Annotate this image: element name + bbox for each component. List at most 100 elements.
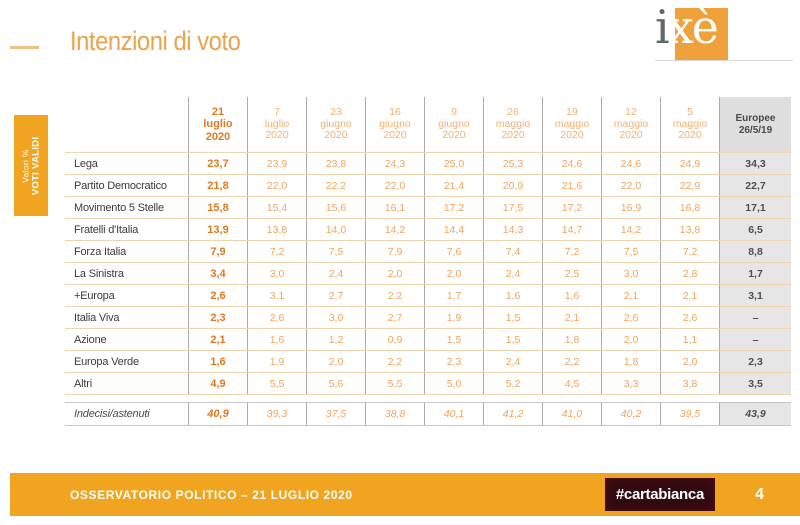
value-cell: 1,5: [424, 329, 483, 350]
column-header-line: 2020: [205, 130, 231, 143]
value-cell: 7,6: [424, 241, 483, 262]
value-cell: 14,0: [306, 219, 365, 240]
table-row: Europa Verde 1,6 1,9 2,0 2,2 2,3 2,4 2,2 1,8 2,0 2…: [65, 350, 791, 372]
europee-cell: –: [719, 329, 791, 350]
value-cell: 7,2: [660, 241, 719, 262]
value-cell: 1,6: [483, 285, 542, 306]
value-cell: 2,4: [483, 351, 542, 372]
value-cell: 22,2: [306, 175, 365, 196]
logo-text: ixè: [655, 0, 719, 55]
value-cell: 25,3: [483, 153, 542, 174]
row-label: Forza Italia: [74, 245, 127, 258]
column-header-line: luglio: [203, 118, 233, 131]
value-cell: 3,3: [601, 373, 660, 394]
row-label: Lega: [74, 157, 98, 170]
value-cell: 7,9: [188, 241, 247, 262]
row-label: Partito Democratico: [74, 179, 167, 192]
table-row: Altri 4,9 5,5 5,6 5,5 5,0 5,2 4,5 3,3 3,8 3,5: [65, 372, 791, 394]
value-cell: 14,3: [483, 219, 542, 240]
value-cell: 1,6: [247, 329, 306, 350]
values-unit-tag: Valori % VOTI VALIDI: [14, 115, 48, 216]
value-cell: 16,1: [365, 197, 424, 218]
table-row: Forza Italia 7,9 7,2 7,5 7,9 7,6 7,4 7,2 7,5 7,2 8…: [65, 240, 791, 262]
value-cell: 2,0: [306, 351, 365, 372]
value-cell: 2,2: [365, 285, 424, 306]
value-cell: 1,7: [424, 285, 483, 306]
poll-table: 21 luglio 2020 7 luglio 2020 23 giugno 2020 16 giu…: [65, 97, 791, 395]
values-unit-line1: Valori %: [20, 148, 31, 183]
value-cell: 13,9: [188, 219, 247, 240]
column-header: 12 maggio 2020: [601, 97, 660, 152]
table-row: La Sinistra 3,4 3,0 2,4 2,0 2,0 2,4 2,5 3,0 2,8 1,…: [65, 262, 791, 284]
page-title: Intenzioni di voto: [70, 26, 241, 56]
value-cell: 3,0: [601, 263, 660, 284]
logo-underline: [655, 60, 793, 61]
value-cell: 3,0: [247, 263, 306, 284]
column-header: 23 giugno 2020: [306, 97, 365, 152]
column-header-line: 2020: [383, 129, 407, 142]
footer-caption: OSSERVATORIO POLITICO – 21 LUGLIO 2020: [70, 487, 353, 502]
value-cell: 22,9: [660, 175, 719, 196]
value-cell: 24,9: [660, 153, 719, 174]
value-cell: 2,6: [660, 307, 719, 328]
value-cell: 14,4: [424, 219, 483, 240]
value-cell: 2,0: [365, 263, 424, 284]
value-cell: 2,7: [306, 285, 365, 306]
value-cell: 17,2: [542, 197, 601, 218]
europee-cell: 17,1: [719, 197, 791, 218]
column-header-line: 2020: [560, 129, 584, 142]
column-header-line: 2020: [442, 129, 466, 142]
row-label: Altri: [74, 377, 92, 390]
value-cell: 3,1: [247, 285, 306, 306]
value-cell: 1,6: [188, 351, 247, 372]
value-cell: 2,4: [483, 263, 542, 284]
value-cell: 2,5: [542, 263, 601, 284]
value-cell: 1,9: [424, 307, 483, 328]
value-cell: 2,4: [306, 263, 365, 284]
value-cell: 25,0: [424, 153, 483, 174]
logo-letters-xe: xè: [667, 0, 719, 54]
value-cell: 23,9: [247, 153, 306, 174]
undecided-value-cell: 40,2: [601, 403, 660, 425]
column-header-line: 2020: [324, 129, 348, 142]
value-cell: 2,7: [365, 307, 424, 328]
table-row: +Europa 2,6 3,1 2,7 2,2 1,7 1,6 1,6 2,1 2,1 3,1: [65, 284, 791, 306]
value-cell: 24,6: [601, 153, 660, 174]
value-cell: 3,4: [188, 263, 247, 284]
value-cell: 1,1: [660, 329, 719, 350]
column-header: 21 luglio 2020: [188, 97, 247, 152]
value-cell: 14,2: [365, 219, 424, 240]
footer-bar: OSSERVATORIO POLITICO – 21 LUGLIO 2020 #…: [10, 473, 800, 516]
values-unit-line2: VOTI VALIDI: [30, 136, 42, 195]
europee-cell: –: [719, 307, 791, 328]
europee-cell: 34,3: [719, 153, 791, 174]
value-cell: 2,3: [424, 351, 483, 372]
ixe-logo: ixè: [655, 0, 793, 64]
undecided-value-cell: 40,1: [424, 403, 483, 425]
europee-cell: 1,7: [719, 263, 791, 284]
column-header-line: giugno: [379, 117, 411, 130]
value-cell: 2,6: [247, 307, 306, 328]
europee-cell: 6,5: [719, 219, 791, 240]
undecided-value-cell: 41,2: [483, 403, 542, 425]
undecided-value-cell: 37,5: [306, 403, 365, 425]
column-header-line: maggio: [495, 117, 531, 130]
value-cell: 23,8: [306, 153, 365, 174]
column-header-line: Europee: [735, 113, 776, 125]
value-cell: 2,1: [542, 307, 601, 328]
value-cell: 1,2: [306, 329, 365, 350]
value-cell: 23,7: [188, 153, 247, 174]
value-cell: 13,8: [660, 219, 719, 240]
value-cell: 7,5: [306, 241, 365, 262]
value-cell: 5,6: [306, 373, 365, 394]
value-cell: 24,3: [365, 153, 424, 174]
value-cell: 1,8: [542, 329, 601, 350]
table-row: Fratelli d'Italia 13,9 13,8 14,0 14,2 14,4 14,…: [65, 218, 791, 240]
value-cell: 20,9: [483, 175, 542, 196]
value-cell: 17,2: [424, 197, 483, 218]
table-row: Lega 23,7 23,9 23,8 24,3 25,0 25,3 24,6 24,6 24,9…: [65, 152, 791, 174]
value-cell: 2,8: [660, 263, 719, 284]
column-header-line: 2020: [619, 129, 643, 142]
value-cell: 15,4: [247, 197, 306, 218]
value-cell: 7,4: [483, 241, 542, 262]
